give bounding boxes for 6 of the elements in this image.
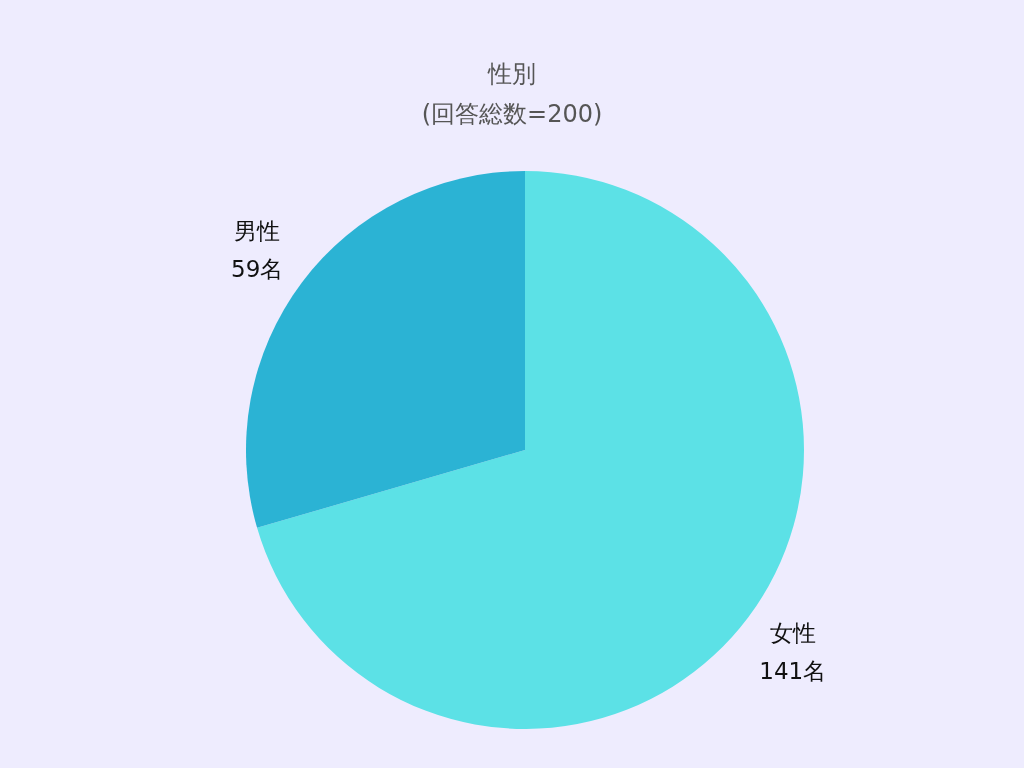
slice-label: 男性 xyxy=(234,217,281,244)
chart-subtitle: (回答総数=200) xyxy=(421,100,603,128)
data-label: 59名 xyxy=(231,255,284,282)
data-label: 141名 xyxy=(759,658,827,685)
slice-label: 女性 xyxy=(769,620,816,647)
chart-title: 性別 xyxy=(487,60,536,88)
